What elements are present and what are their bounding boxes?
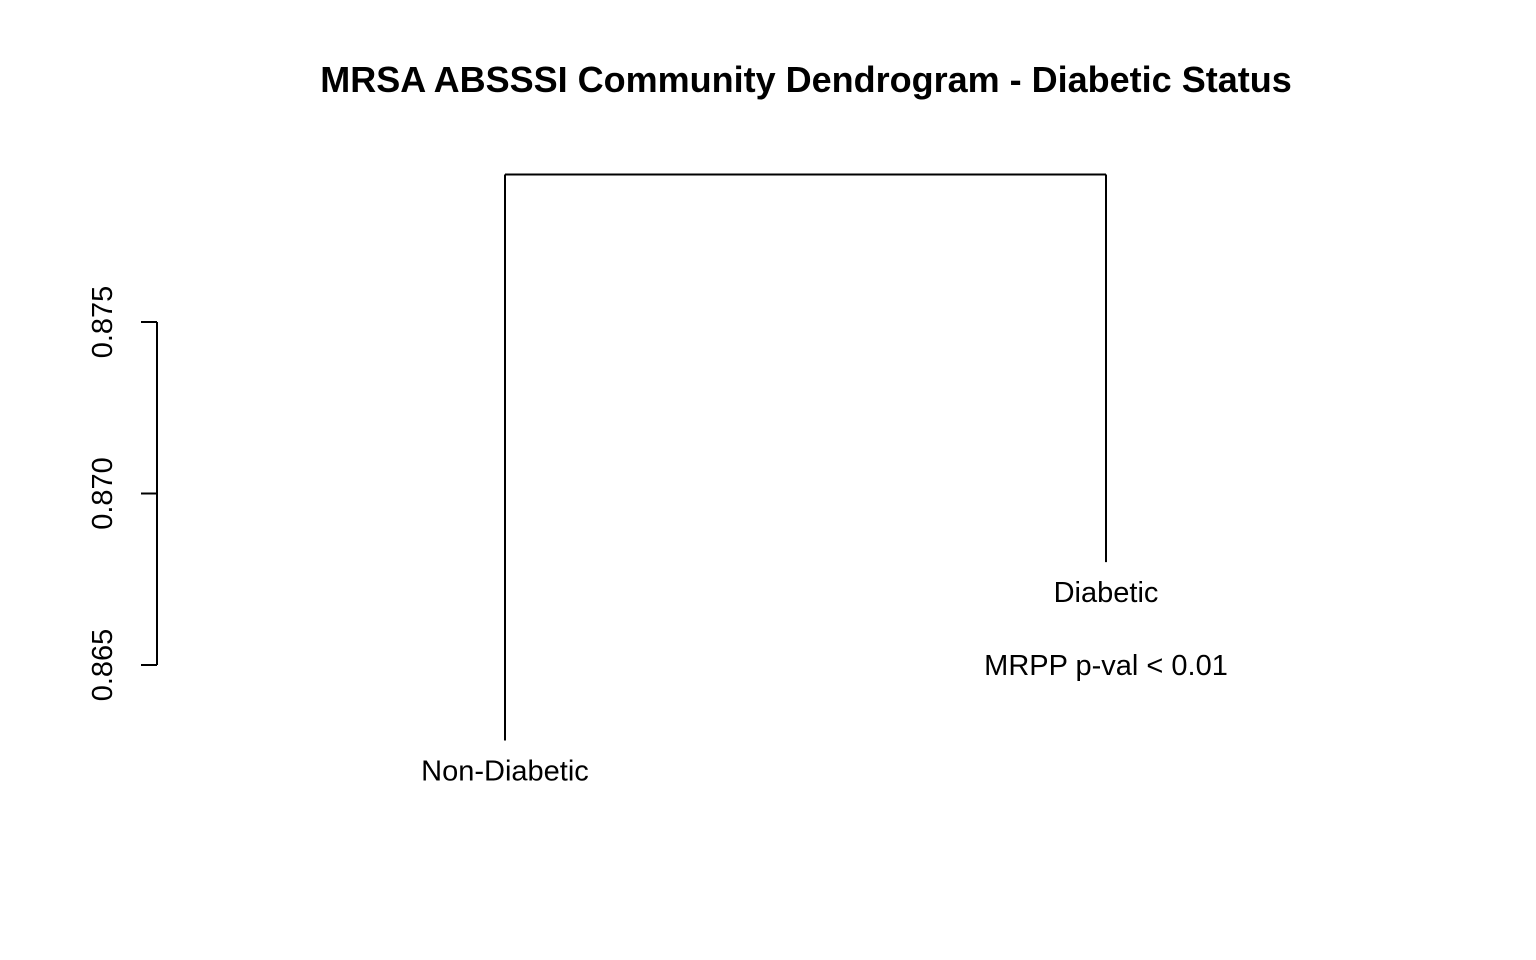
dendrogram-tree (504, 173, 1107, 741)
y-tick-label: 0.875 (87, 286, 119, 359)
y-tick-label: 0.870 (87, 457, 119, 530)
leaf-label: Non-Diabetic (421, 755, 589, 787)
chart-title: MRSA ABSSSI Community Dendrogram - Diabe… (320, 59, 1291, 100)
y-tick-label: 0.865 (87, 629, 119, 702)
leaf-label: Diabetic (1054, 577, 1159, 609)
y-axis: 0.865 0.870 0.875 (87, 286, 158, 702)
leaf-labels: Non-Diabetic Diabetic (421, 577, 1158, 787)
mrpp-annotation: MRPP p-val < 0.01 (984, 650, 1228, 682)
